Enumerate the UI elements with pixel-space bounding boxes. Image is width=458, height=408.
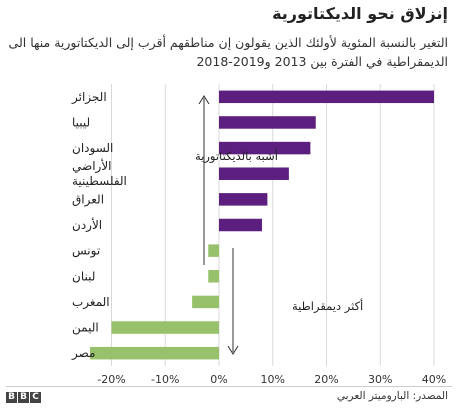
bar bbox=[208, 270, 219, 283]
tick-label: -10% bbox=[151, 373, 179, 386]
category-label: العراق bbox=[72, 192, 104, 207]
category-label: السودان bbox=[72, 141, 113, 156]
logo-letter: B bbox=[6, 392, 17, 403]
tick-label: 10% bbox=[261, 373, 285, 386]
bar bbox=[111, 321, 219, 334]
category-label: الفلسطينية bbox=[72, 174, 127, 188]
bar bbox=[192, 295, 219, 309]
tick-label: 30% bbox=[368, 373, 392, 386]
source-note: المصدر: الباروميتر العربي bbox=[336, 390, 448, 402]
category-label: المغرب bbox=[72, 295, 110, 310]
tick-label: 0% bbox=[210, 373, 227, 386]
tick-label: 40% bbox=[422, 373, 446, 386]
category-label: الجزائر bbox=[71, 90, 107, 105]
bar bbox=[90, 346, 219, 360]
category-label: الأردن bbox=[72, 217, 102, 233]
bar bbox=[219, 116, 316, 129]
arrowhead-down bbox=[227, 345, 239, 355]
logo-letter: B bbox=[18, 392, 29, 403]
bar bbox=[219, 218, 262, 232]
category-label: مصر bbox=[71, 346, 95, 361]
category-label: تونس bbox=[72, 244, 100, 259]
footer-divider bbox=[6, 386, 452, 387]
logo-letter: C bbox=[30, 392, 41, 403]
category-label: ليبيا bbox=[72, 115, 90, 129]
annotation-up-label: أشبه بالديكتاتورية bbox=[195, 148, 278, 164]
chart-subtitle: التغير بالنسبة المئوية لأولئك الذين يقول… bbox=[8, 35, 448, 69]
category-label: اليمن bbox=[72, 321, 99, 336]
annotation-down-label: أكثر ديمقراطية bbox=[292, 298, 363, 314]
tick-label: -20% bbox=[97, 373, 125, 386]
category-label: الأراضي bbox=[72, 158, 112, 174]
tick-label: 20% bbox=[314, 373, 338, 386]
bbc-logo: B B C bbox=[6, 392, 41, 403]
chart-title: إنزلاق نحو الديكتاتورية bbox=[272, 4, 448, 23]
bar bbox=[219, 90, 434, 104]
arrowhead-up bbox=[198, 95, 210, 105]
bar bbox=[219, 167, 289, 180]
bar bbox=[219, 193, 268, 206]
bar bbox=[219, 141, 311, 155]
bar bbox=[208, 244, 219, 257]
category-label: لبنان bbox=[72, 269, 95, 283]
